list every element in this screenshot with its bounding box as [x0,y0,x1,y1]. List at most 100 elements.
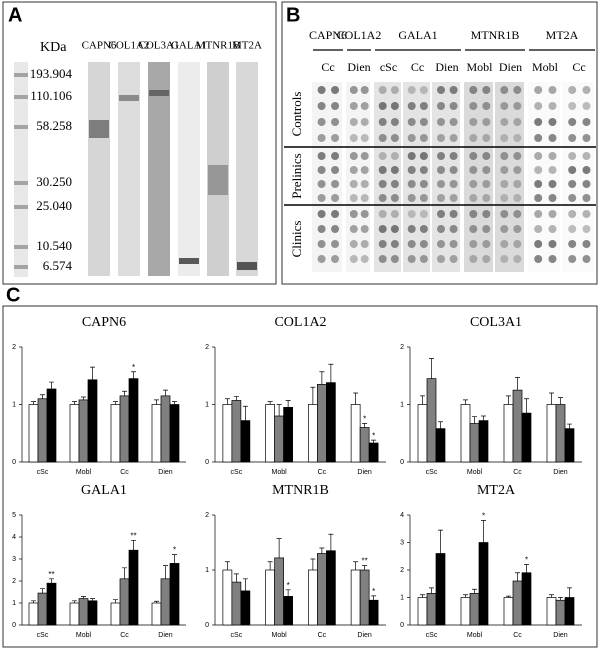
dot [548,86,557,94]
dot [568,86,577,94]
bar [512,389,523,463]
bar [478,420,489,463]
dot [500,240,509,248]
dot [500,194,509,202]
dot [469,180,478,188]
dot [469,194,478,202]
chart-title: GALA1 [81,483,127,498]
group-label: Controls [289,92,304,137]
bar [283,596,293,626]
dot [548,166,557,174]
bar [160,395,171,463]
error-bar [472,588,477,594]
dot [548,240,557,248]
dot [419,134,428,142]
dot [513,152,522,160]
bar [368,599,379,626]
dot [582,210,591,218]
dot [419,180,428,188]
error-bar [524,398,529,414]
y-tick-label: 1 [205,567,209,574]
error-bar [319,371,325,385]
blot-band [149,90,169,96]
bar [460,597,471,626]
error-bar [429,358,434,379]
error-bar [31,401,36,405]
bar [160,578,171,626]
y-tick-label: 2 [400,567,404,574]
dot [360,102,369,110]
x-tick-label: Mobl [272,632,288,639]
y-tick-label: 1 [12,401,16,408]
significance: * [287,581,290,590]
dot [378,180,387,188]
region-label: Dien [499,60,522,74]
dot [360,180,369,188]
y-tick-label: 0 [12,459,16,466]
gene-label: COL1A2 [337,28,382,42]
dot [548,102,557,110]
dot [482,86,491,94]
dot [407,134,416,142]
dot [317,225,326,233]
x-tick-label: cSc [37,469,49,476]
bar [478,542,489,626]
error-bar [353,561,359,570]
error-bar [438,421,443,429]
dot [469,86,478,94]
dot [534,240,543,248]
dot [419,166,428,174]
dot [317,255,326,263]
dot [582,134,591,142]
chart-title: COL1A2 [274,315,326,330]
region-label: Cc [321,60,334,74]
x-tick-label: Dien [553,469,568,476]
lane-label: COL3A1 [139,40,180,52]
dot [449,225,458,233]
y-tick-label: 2 [12,578,16,585]
dot [331,210,340,218]
error-bar [420,395,425,405]
dot [437,180,445,188]
dot [500,255,509,263]
dot [482,194,491,202]
dot [390,255,399,263]
dot [390,118,399,126]
error-bar [524,564,529,573]
dot [419,152,428,160]
dot [568,166,577,174]
error-bar [362,423,368,428]
bar [128,549,139,626]
group-label: Clinics [289,221,304,258]
error-bar [429,587,434,594]
bar [512,580,523,626]
dot [482,240,491,248]
dot [437,86,445,94]
dot [582,180,591,188]
error-bar [481,520,486,543]
dot [349,225,358,233]
ladder-band [14,265,28,269]
bar [78,598,89,626]
dot [482,102,491,110]
error-bar [549,392,554,405]
dot [568,210,577,218]
dot [568,180,577,188]
error-bar [90,598,95,601]
dot [437,134,445,142]
dot [548,180,557,188]
bar [417,404,428,463]
bar [110,404,121,463]
error-bar [515,572,520,581]
error-bar [438,529,443,554]
x-tick-label: cSc [37,632,49,639]
x-tick-label: cSc [231,469,243,476]
bar [240,420,251,463]
dot [500,102,509,110]
significance: * [132,363,135,372]
blot-lane [118,62,140,276]
error-bar [224,398,230,405]
dot [513,180,522,188]
y-tick-label: 0 [400,459,404,466]
error-bar [72,401,77,405]
